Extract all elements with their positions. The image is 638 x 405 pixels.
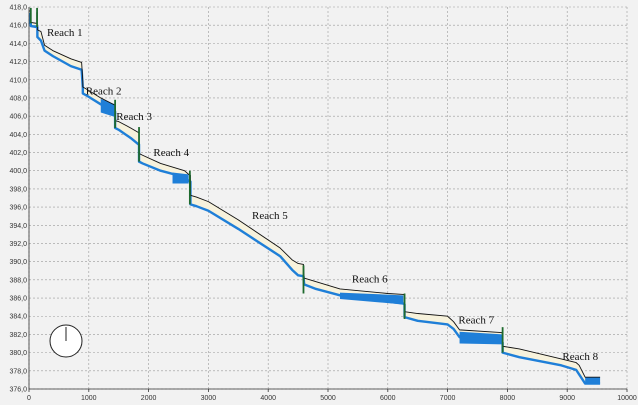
x-tick-label: 5000 bbox=[320, 395, 336, 402]
y-tick-label: 418,0 bbox=[9, 5, 27, 12]
reach-labels: Reach 1 Reach 2 Reach 3 Reach 4 Reach 5 Reach… bbox=[47, 27, 599, 363]
y-tick-label: 404,0 bbox=[9, 132, 27, 139]
y-tick-label: 402,0 bbox=[9, 150, 27, 157]
x-tick-label: 7000 bbox=[440, 395, 456, 402]
y-tick-label: 378,0 bbox=[9, 368, 27, 375]
structures bbox=[29, 7, 504, 353]
y-tick-label: 396,0 bbox=[9, 205, 27, 212]
y-tick-label: 414,0 bbox=[9, 41, 27, 48]
x-tick-label: 1000 bbox=[81, 395, 97, 402]
plot-area bbox=[29, 7, 627, 389]
clock-icon bbox=[49, 324, 83, 358]
reach-label: Reach 6 bbox=[352, 274, 388, 286]
axes: 0 1000 2000 3000 4000 5000 6000 7000 8000 9000 100… bbox=[9, 5, 636, 403]
y-tick-label: 412,0 bbox=[9, 59, 27, 66]
y-tick-label: 382,0 bbox=[9, 332, 27, 339]
x-tick-label: 9000 bbox=[559, 395, 575, 402]
y-tick-label: 376,0 bbox=[9, 387, 27, 394]
y-tick-label: 380,0 bbox=[9, 350, 27, 357]
x-tick-label: 8000 bbox=[500, 395, 516, 402]
x-tick-label: 2000 bbox=[141, 395, 157, 402]
reach-label: Reach 5 bbox=[252, 210, 288, 222]
y-tick-label: 406,0 bbox=[9, 114, 27, 121]
reach-label: Reach 8 bbox=[562, 351, 598, 363]
y-tick-label: 388,0 bbox=[9, 277, 27, 284]
x-tick-label: 6000 bbox=[380, 395, 396, 402]
y-tick-label: 390,0 bbox=[9, 259, 27, 266]
x-tick-label: 4000 bbox=[260, 395, 276, 402]
reach-label: Reach 1 bbox=[47, 27, 83, 39]
y-tick-label: 398,0 bbox=[9, 186, 27, 193]
reach-label: Reach 7 bbox=[458, 315, 494, 327]
y-tick-label: 408,0 bbox=[9, 95, 27, 102]
y-tick-label: 410,0 bbox=[9, 77, 27, 84]
y-tick-label: 416,0 bbox=[9, 23, 27, 30]
y-tick-label: 400,0 bbox=[9, 168, 27, 175]
x-tick-label: 10000 bbox=[617, 395, 637, 402]
y-tick-label: 392,0 bbox=[9, 241, 27, 248]
plot-background bbox=[29, 7, 627, 389]
x-tick-label: 0 bbox=[27, 395, 31, 402]
bed-profile-line bbox=[28, 21, 601, 385]
reach-label: Reach 4 bbox=[153, 147, 189, 159]
water-fill bbox=[585, 377, 601, 384]
y-tick-label: 384,0 bbox=[9, 314, 27, 321]
y-tick-label: 386,0 bbox=[9, 296, 27, 303]
x-tick-label: 3000 bbox=[201, 395, 217, 402]
reach-label: Reach 2 bbox=[86, 85, 122, 97]
reach-label: Reach 3 bbox=[116, 111, 152, 123]
y-tick-label: 394,0 bbox=[9, 223, 27, 230]
